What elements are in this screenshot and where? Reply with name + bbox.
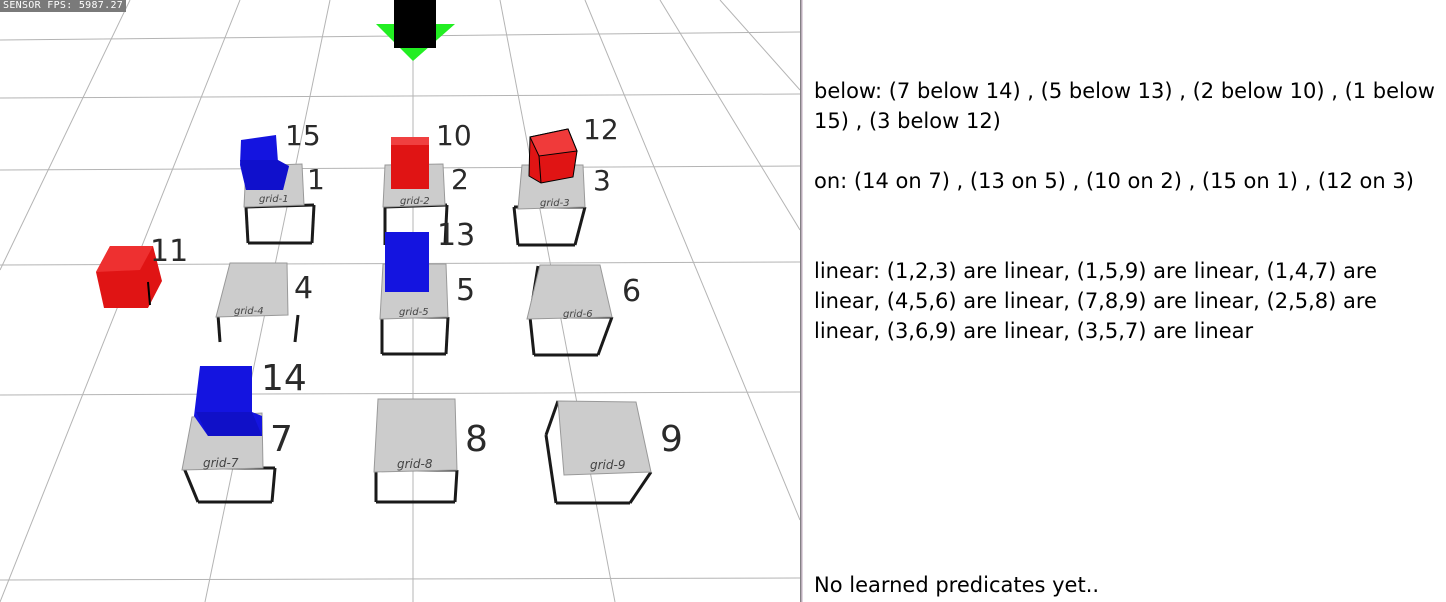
grid-label: grid-3	[540, 198, 570, 209]
linear-predicates: linear: (1,2,3) are linear, (1,5,9) are …	[814, 259, 1378, 343]
gripper-body	[394, 0, 436, 48]
block-11[interactable]: 11	[96, 234, 188, 308]
blue-block	[385, 232, 429, 292]
grid-label: grid-6	[563, 309, 593, 320]
block-14[interactable]: 14	[194, 358, 307, 436]
block-number: 15	[285, 119, 321, 152]
gripper[interactable]	[376, 0, 455, 61]
grid-cell-8[interactable]: grid-8 8	[373, 398, 488, 504]
grid-cell-4[interactable]: grid-4 4	[215, 262, 313, 343]
block-number: 14	[261, 358, 307, 399]
on-predicates: on: (14 on 7) , (13 on 5) , (10 on 2) , …	[814, 169, 1414, 193]
floor-grid	[0, 0, 800, 602]
grid-label: grid-7	[203, 456, 239, 470]
grid-number: 3	[593, 164, 611, 197]
scene-canvas[interactable]: grid-1 1 grid-2 2 grid-3 3	[0, 0, 800, 602]
block-number: 13	[437, 218, 475, 253]
grid-number: 9	[660, 419, 683, 460]
block-number: 12	[583, 113, 619, 146]
grid-label: grid-5	[399, 307, 429, 318]
block-13[interactable]: 13	[385, 218, 475, 292]
grid-label: grid-9	[590, 458, 625, 472]
grid-number: 6	[622, 274, 641, 309]
grid-tile	[526, 264, 613, 320]
learned-predicates-status: No learned predicates yet..	[814, 573, 1100, 597]
grid-number: 5	[456, 273, 475, 308]
grid-tile	[373, 398, 458, 473]
grid-number: 1	[307, 163, 325, 196]
block-number: 11	[150, 234, 188, 269]
grid-label: grid-1	[259, 194, 289, 205]
grid-cell-6[interactable]: grid-6 6	[526, 264, 641, 357]
grid-tile	[557, 400, 652, 476]
block-number: 10	[436, 119, 472, 152]
grid-label: grid-8	[397, 457, 433, 471]
predicates-panel: below: (7 below 14) , (5 below 13) , (2 …	[803, 0, 1446, 602]
block-15[interactable]: 15	[240, 119, 321, 190]
sensor-fps-readout: SENSOR FPS: 5987.27	[0, 0, 127, 12]
grid-tile	[215, 262, 289, 318]
grid-cell-9[interactable]: grid-9 9	[544, 400, 683, 505]
simulation-viewport[interactable]: grid-1 1 grid-2 2 grid-3 3	[0, 0, 800, 602]
red-block	[391, 137, 429, 189]
below-predicates: below: (7 below 14) , (5 below 13) , (2 …	[814, 79, 1435, 133]
block-12[interactable]: 12	[528, 113, 619, 184]
grid-number: 8	[465, 419, 488, 460]
panel-divider[interactable]	[800, 0, 803, 602]
grid-label: grid-4	[234, 306, 264, 317]
grid-number: 2	[451, 163, 469, 196]
block-10[interactable]: 10	[391, 119, 472, 189]
grid-number: 4	[294, 271, 313, 306]
grid-label: grid-2	[400, 196, 430, 207]
grid-number: 7	[270, 419, 293, 460]
